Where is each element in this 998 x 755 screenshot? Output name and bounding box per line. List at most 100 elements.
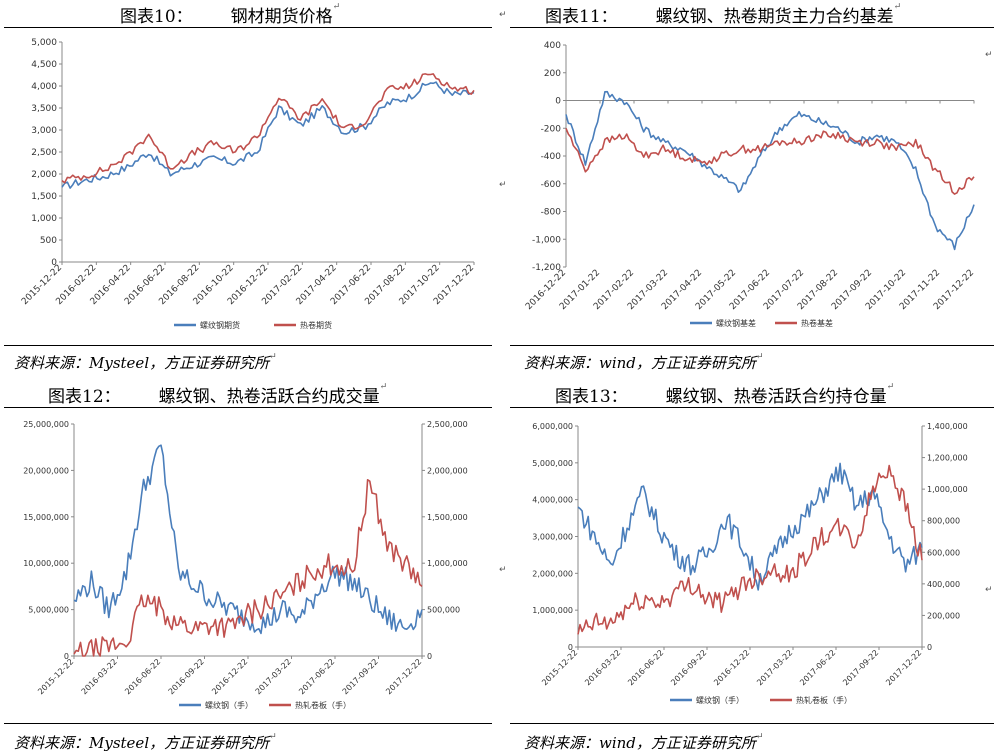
y-tick-label: 5,000,000 <box>28 606 69 615</box>
x-tick-label: 2016-12-22 <box>210 657 249 696</box>
y-tick-label: 4,000 <box>31 82 57 92</box>
y-tick-label: 1,000,000 <box>532 606 573 615</box>
y-tick-label: 2,000,000 <box>532 569 573 578</box>
x-tick-label: 2016-06-22 <box>626 648 665 687</box>
panel-10-title: 图表10： 钢材期货价格 ↵ <box>120 2 341 27</box>
y-tick-label: -1,000 <box>532 235 561 245</box>
y-tick-label: 3,000,000 <box>532 533 573 542</box>
panel-13-bottom-rule <box>510 723 994 724</box>
y-tick-label: -400 <box>541 152 562 162</box>
legend-label: 螺纹钢（手） <box>696 695 744 705</box>
y-tick-label: -800 <box>541 208 562 218</box>
legend-label: 螺纹钢基差 <box>716 318 756 328</box>
y2-tick-label: 2,500,000 <box>427 420 468 429</box>
series-line <box>577 464 923 635</box>
panel-11-source: 资料来源：wind，方正证券研究所 ↵ <box>524 352 764 372</box>
x-tick-label: 2016-03-22 <box>80 657 119 696</box>
y-tick-label: 0 <box>568 643 573 652</box>
y2-tick-label: 500,000 <box>427 606 460 615</box>
panel-13-title: 图表13： 螺纹钢、热卷活跃合约持仓量 ↵ <box>555 382 895 407</box>
y-tick-label: 1,500 <box>31 192 57 202</box>
panel-11-top-rule <box>510 27 994 28</box>
legend-label: 螺纹钢期货 <box>200 320 240 330</box>
y-tick-label: 20,000,000 <box>23 466 69 475</box>
panel-10-bottom-rule <box>4 345 492 346</box>
y-tick-label: 5,000,000 <box>532 459 573 468</box>
y-tick-label: -1,200 <box>532 263 561 273</box>
panel-12-source: 资料来源：Mysteel，方正证券研究所 ↵ <box>14 732 277 752</box>
y2-tick-label: 1,000,000 <box>927 485 968 494</box>
panel-11-title: 图表11： 螺纹钢、热卷期货主力合约基差 ↵ <box>545 2 902 27</box>
panel-13-top-rule <box>510 407 994 408</box>
panel-13-source: 资料来源：wind，方正证券研究所 ↵ <box>524 732 764 752</box>
y-tick-label: 15,000,000 <box>23 513 69 522</box>
y-tick-label: 5,000 <box>31 38 57 48</box>
legend-label: 热轧卷板（手） <box>796 695 852 705</box>
legend-label: 热轧卷板（手） <box>295 700 351 710</box>
y-tick-label: 0 <box>555 97 561 107</box>
series-line <box>73 444 423 635</box>
series-line <box>61 81 475 189</box>
x-tick-label: 2017-12-22 <box>884 648 923 687</box>
steel-futures-price-chart: 0 500 1,000 1,500 2,000 2,500 3,000 3,500 4,000 4… <box>20 38 476 330</box>
y-tick-label: 10,000,000 <box>23 559 69 568</box>
panel-12-top-rule <box>4 407 492 408</box>
paragraph-mark: ↵ <box>499 10 507 20</box>
paragraph-mark: ↵ <box>985 585 993 595</box>
y-tick-label: 25,000,000 <box>23 420 69 429</box>
y2-tick-label: 1,400,000 <box>927 422 968 431</box>
x-tick-label: 2017-06-22 <box>798 648 837 687</box>
panel-10-top-rule <box>4 27 492 28</box>
y2-tick-label: 200,000 <box>927 611 960 620</box>
panel-12-bottom-rule <box>4 723 492 724</box>
x-tick-label: 2016-03-22 <box>583 648 622 687</box>
x-tick-label: 2016-12-22 <box>712 648 751 687</box>
x-tick-label: 2017-09-22 <box>341 657 380 696</box>
y-tick-label: 0 <box>51 258 57 268</box>
y-tick-label: -600 <box>541 180 562 190</box>
x-tick-label: 2016-06-22 <box>123 657 162 696</box>
paragraph-mark: ↵ <box>985 50 993 60</box>
x-tick-label: 2016-09-22 <box>167 657 206 696</box>
y-tick-label: 0 <box>64 652 69 661</box>
y2-tick-label: 1,000,000 <box>427 559 468 568</box>
y-tick-label: 4,500 <box>31 60 57 70</box>
x-tick-label: 2015-12-22 <box>36 657 75 696</box>
y-tick-label: 2,500 <box>31 148 57 158</box>
y-tick-label: 2,000 <box>31 170 57 180</box>
y2-tick-label: 1,200,000 <box>927 454 968 463</box>
y2-tick-label: 400,000 <box>927 580 960 589</box>
y2-tick-label: 600,000 <box>927 548 960 557</box>
y2-tick-label: 2,000,000 <box>427 466 468 475</box>
y2-tick-label: 1,500,000 <box>427 513 468 522</box>
y2-tick-label: 0 <box>927 643 932 652</box>
series-line <box>61 73 475 184</box>
open-interest-chart: 0 1,000,000 2,000,000 3,000,000 4,000,000 5,0… <box>532 422 968 705</box>
x-tick-label: 2016-09-22 <box>669 648 708 687</box>
y-tick-label: 400 <box>544 41 561 51</box>
legend-label: 螺纹钢（手） <box>205 700 253 710</box>
x-tick-label: 2017-03-22 <box>755 648 794 687</box>
series-line <box>73 479 423 657</box>
y-tick-label: -200 <box>541 124 562 134</box>
volume-chart: 0 5,000,000 10,000,000 15,000,000 20,000,000… <box>23 420 468 710</box>
y-tick-label: 200 <box>544 69 561 79</box>
series-line <box>565 127 975 195</box>
series-line <box>565 90 975 251</box>
y-tick-label: 6,000,000 <box>532 422 573 431</box>
panel-11-bottom-rule <box>510 345 994 346</box>
paragraph-mark: ↵ <box>499 565 507 575</box>
x-tick-label: 2017-09-22 <box>841 648 880 687</box>
legend-label: 热卷基差 <box>801 318 833 328</box>
legend-label: 热卷期货 <box>300 320 332 330</box>
basis-chart: -1,200-1,000-800-600-400-20002004002016-… <box>524 41 976 328</box>
series-line <box>577 462 923 591</box>
y-tick-label: 3,000 <box>31 126 57 136</box>
panel-10-source: 资料来源：Mysteel，方正证券研究所 ↵ <box>14 352 277 372</box>
paragraph-mark: ↵ <box>499 180 507 190</box>
y2-tick-label: 0 <box>427 652 432 661</box>
y-tick-label: 4,000,000 <box>532 496 573 505</box>
x-tick-label: 2015-12-22 <box>540 648 579 687</box>
y-tick-label: 500 <box>40 236 57 246</box>
x-tick-label: 2017-03-22 <box>254 657 293 696</box>
